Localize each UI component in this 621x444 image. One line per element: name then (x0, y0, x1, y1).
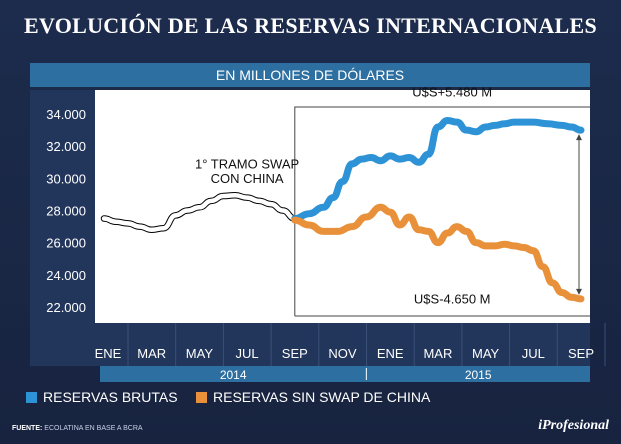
x-tick-label: SEP (282, 346, 308, 361)
x-tick-label: MAR (423, 346, 452, 361)
y-tick-label: 26.000 (46, 236, 86, 251)
source-text: ECOLATINA EN BASE A BCRA (44, 425, 143, 432)
brand-logo: iProfesional (538, 418, 609, 433)
x-tick-label: JUL (522, 346, 545, 361)
y-tick-label: 30.000 (46, 171, 86, 186)
y-axis-panel (30, 90, 95, 323)
legend-label-brutas: RESERVAS BRUTAS (43, 389, 178, 405)
legend-label-sin-swap: RESERVAS SIN SWAP DE CHINA (213, 389, 431, 405)
y-tick-label: 22.000 (46, 300, 86, 315)
series-line-brutas (291, 117, 585, 223)
x-axis-panel (30, 323, 590, 366)
x-tick-label: ENE (377, 346, 404, 361)
x-tick-label: SEP (568, 346, 594, 361)
year-band (100, 366, 590, 382)
series-line-sin-swap (291, 203, 585, 303)
source-label: FUENTE: (12, 425, 43, 432)
legend-swatch-sin-swap (196, 392, 207, 403)
period-bracket (294, 106, 590, 316)
annotation-0: 1° TRAMO SWAP (195, 157, 299, 172)
series-line-2014 (101, 193, 298, 233)
y-tick-label: 32.000 (46, 139, 86, 154)
x-tick-label: MAY (472, 346, 500, 361)
year-label: 2015 (465, 368, 492, 382)
arrow-head-down (576, 288, 582, 295)
x-tick-label: MAY (186, 346, 214, 361)
y-tick-label: 28.000 (46, 204, 86, 219)
arrow-head-up (576, 134, 582, 141)
legend-sin-swap: RESERVAS SIN SWAP DE CHINA (196, 389, 430, 405)
x-tick-label: JUL (236, 346, 259, 361)
chart-subtitle: EN MILLONES DE DÓLARES (30, 63, 590, 87)
annotation-1: CON CHINA (211, 171, 284, 186)
chart-title: EVOLUCIÓN DE LAS RESERVAS INTERNACIONALE… (23, 13, 598, 38)
annotation-2: U$S+5.480 M (412, 84, 492, 99)
y-tick-label: 34.000 (46, 107, 86, 122)
x-tick-label: NOV (328, 346, 357, 361)
legend-brutas: RESERVAS BRUTAS (26, 389, 178, 405)
x-tick-label: MAR (137, 346, 166, 361)
y-tick-label: 24.000 (46, 268, 86, 283)
source-note: FUENTE: ECOLATINA EN BASE A BCRA (12, 425, 143, 432)
x-tick-label: ENE (95, 346, 122, 361)
annotation-3: U$S-4.650 M (414, 292, 491, 307)
year-label: 2014 (220, 368, 247, 382)
plot-area (95, 90, 590, 323)
legend-swatch-brutas (26, 392, 37, 403)
